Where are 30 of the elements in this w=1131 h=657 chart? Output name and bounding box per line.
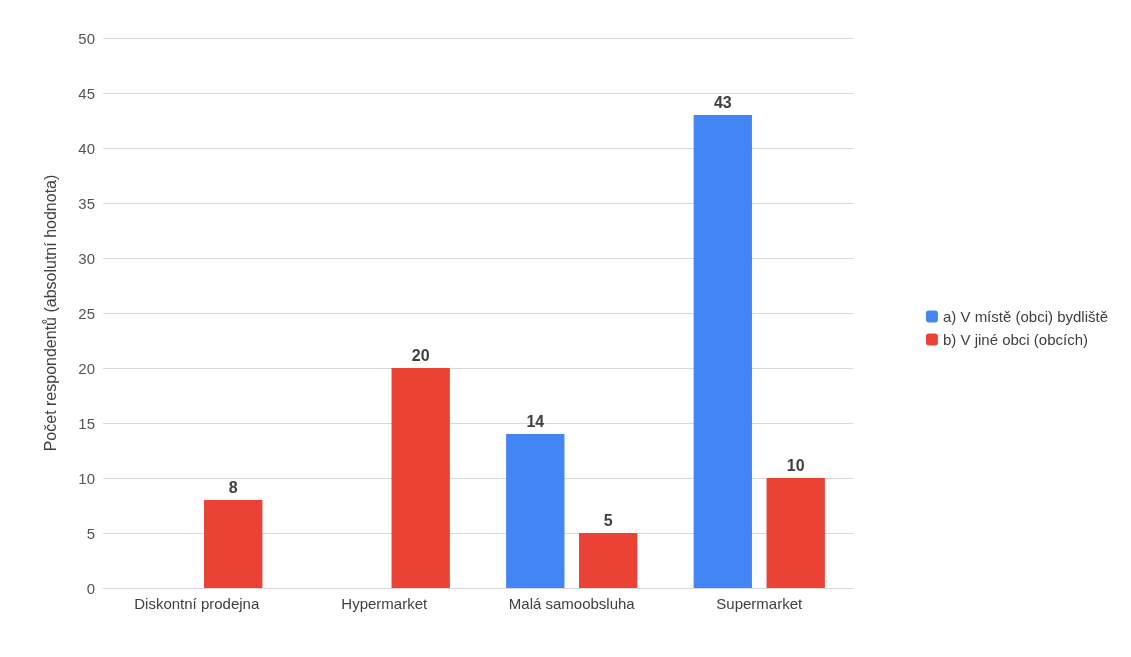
x-tick-label: Hypermarket [341, 595, 429, 612]
y-tick-label: 10 [78, 469, 95, 487]
y-tick-label: 0 [86, 579, 95, 597]
y-axis-title: Počet respondentů (absolutní hodnota) [41, 174, 59, 452]
x-tick-label: Malá samoobsluha [508, 595, 636, 612]
data-label: 10 [786, 456, 805, 474]
legend-label: b) V jiné obci (obcích) [942, 331, 1089, 348]
y-tick-label: 20 [78, 359, 95, 377]
data-label: 20 [411, 346, 430, 364]
x-tick-label: Supermarket [716, 595, 804, 612]
data-label: 43 [713, 93, 732, 111]
y-tick-label: 50 [78, 29, 95, 47]
legend-label: a) V místě (obci) bydliště [942, 308, 1109, 325]
y-tick-label: 45 [78, 84, 95, 102]
bar [204, 500, 263, 588]
y-tick-label: 35 [78, 194, 95, 212]
y-tick-label: 5 [86, 524, 95, 542]
bar [506, 434, 565, 588]
y-tick-label: 30 [78, 249, 95, 267]
y-tick-label: 15 [78, 414, 95, 432]
bar [579, 533, 638, 588]
y-tick-label: 40 [78, 139, 95, 157]
bar [693, 115, 752, 588]
data-label: 14 [526, 412, 545, 430]
y-tick-label: 25 [78, 304, 95, 322]
x-tick-label: Diskontní prodejna [134, 595, 260, 612]
data-label: 8 [228, 478, 238, 496]
bar [391, 368, 450, 588]
data-label: 5 [603, 511, 613, 529]
bar [766, 478, 825, 588]
